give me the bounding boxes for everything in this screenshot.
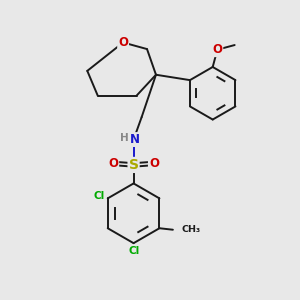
Text: O: O [118, 36, 128, 49]
Text: H: H [120, 134, 128, 143]
Text: O: O [108, 157, 118, 170]
Text: O: O [149, 157, 159, 170]
Text: CH₃: CH₃ [181, 225, 200, 234]
Text: Cl: Cl [93, 191, 104, 201]
Text: S: S [129, 158, 139, 172]
Text: Cl: Cl [128, 246, 140, 256]
Text: N: N [130, 133, 140, 146]
Text: O: O [212, 43, 222, 56]
